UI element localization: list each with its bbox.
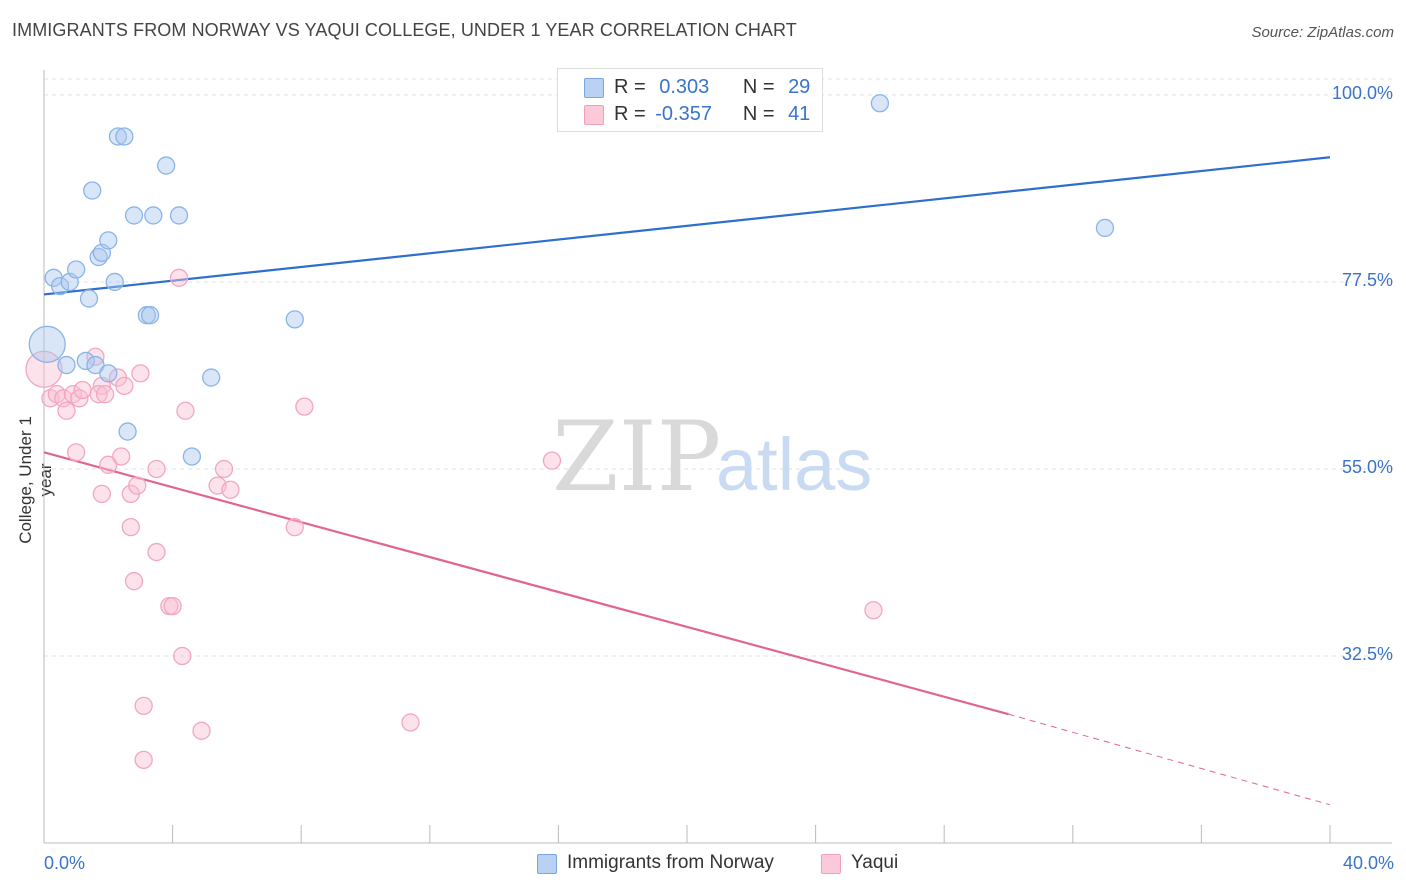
point-yaqui — [295, 397, 314, 416]
point-yaqui — [542, 451, 562, 470]
correlation-legend: R = 0.303 N = 29 R = -0.357 N = 41 — [557, 68, 823, 132]
point-yaqui — [173, 646, 192, 666]
point-yaqui — [285, 518, 304, 537]
point-norway — [83, 181, 102, 200]
bottom-swatch-norway — [537, 854, 557, 874]
point-yaqui — [134, 750, 153, 770]
source-label: Source: ZipAtlas.com — [1251, 24, 1394, 41]
point-norway — [115, 127, 134, 146]
axes — [43, 70, 1392, 844]
watermark-atlas: atlas — [716, 423, 872, 506]
legend-text-norway: R = 0.303 N = 29 — [614, 76, 811, 98]
bottom-label-norway: Immigrants from Norway — [567, 852, 774, 873]
bottom-swatch-yaqui — [821, 854, 841, 874]
point-norway — [57, 355, 76, 375]
point-norway — [1095, 218, 1115, 238]
point-yaqui — [73, 380, 92, 400]
trend-line-yaqui — [43, 451, 1009, 716]
point-norway — [105, 272, 124, 292]
point-yaqui — [864, 601, 883, 620]
point-yaqui — [128, 476, 147, 495]
point-yaqui — [92, 484, 112, 504]
point-yaqui — [176, 401, 195, 420]
point-norway — [202, 368, 221, 387]
point-norway — [144, 206, 163, 225]
point-yaqui — [57, 401, 76, 420]
point-norway — [182, 447, 202, 466]
legend-swatch-yaqui — [584, 105, 604, 125]
y-tick-label: 32.5% — [1342, 644, 1393, 664]
point-yaqui — [121, 518, 140, 537]
point-norway — [99, 231, 118, 250]
point-yaqui — [131, 364, 150, 383]
y-tick-labels: 32.5% 55.0% 77.5% 100.0% — [1332, 83, 1393, 664]
point-norway — [67, 260, 86, 279]
y-tick-label: 55.0% — [1342, 457, 1393, 477]
point-yaqui — [25, 350, 63, 388]
point-yaqui — [147, 459, 166, 479]
y-tick-label: 77.5% — [1342, 270, 1393, 290]
legend-text-yaqui: R = -0.357 N = 41 — [614, 103, 811, 125]
point-yaqui — [221, 480, 240, 499]
point-norway — [86, 355, 105, 375]
point-yaqui — [67, 443, 86, 462]
x-tick-max: 40.0% — [1342, 853, 1394, 873]
trend-lines — [43, 156, 1331, 806]
watermark-zip: ZIP — [552, 401, 721, 513]
point-yaqui — [124, 572, 144, 591]
y-tick-label: 100.0% — [1332, 83, 1393, 103]
point-yaqui — [112, 447, 131, 466]
legend-swatch-norway — [584, 78, 604, 98]
point-yaqui — [192, 721, 211, 740]
gridlines — [44, 78, 1392, 657]
trend-line-norway — [43, 156, 1331, 296]
data-points — [25, 94, 1115, 770]
point-yaqui — [401, 713, 420, 732]
point-norway — [50, 276, 70, 296]
point-yaqui — [169, 268, 189, 287]
point-norway — [28, 325, 66, 363]
point-yaqui — [95, 385, 115, 404]
point-yaqui — [99, 455, 118, 474]
point-norway — [79, 289, 99, 308]
point-yaqui — [89, 385, 108, 404]
point-yaqui — [147, 542, 166, 562]
point-norway — [118, 422, 137, 441]
point-yaqui — [163, 596, 182, 616]
bottom-label-yaqui: Yaqui — [851, 852, 899, 873]
point-norway — [157, 156, 176, 175]
x-tick-min: 0.0% — [44, 853, 86, 873]
point-yaqui — [214, 459, 234, 479]
chart-title: IMMIGRANTS FROM NORWAY VS YAQUI COLLEGE,… — [12, 20, 797, 40]
point-norway — [99, 364, 118, 383]
trend-line-yaqui-extension — [1008, 713, 1331, 806]
point-norway — [124, 206, 144, 225]
point-norway — [169, 206, 189, 225]
point-norway — [285, 310, 304, 329]
point-norway — [76, 351, 95, 371]
point-norway — [140, 306, 160, 325]
point-yaqui — [134, 696, 153, 716]
point-norway — [870, 94, 890, 113]
point-yaqui — [115, 376, 134, 395]
point-norway — [108, 127, 128, 146]
